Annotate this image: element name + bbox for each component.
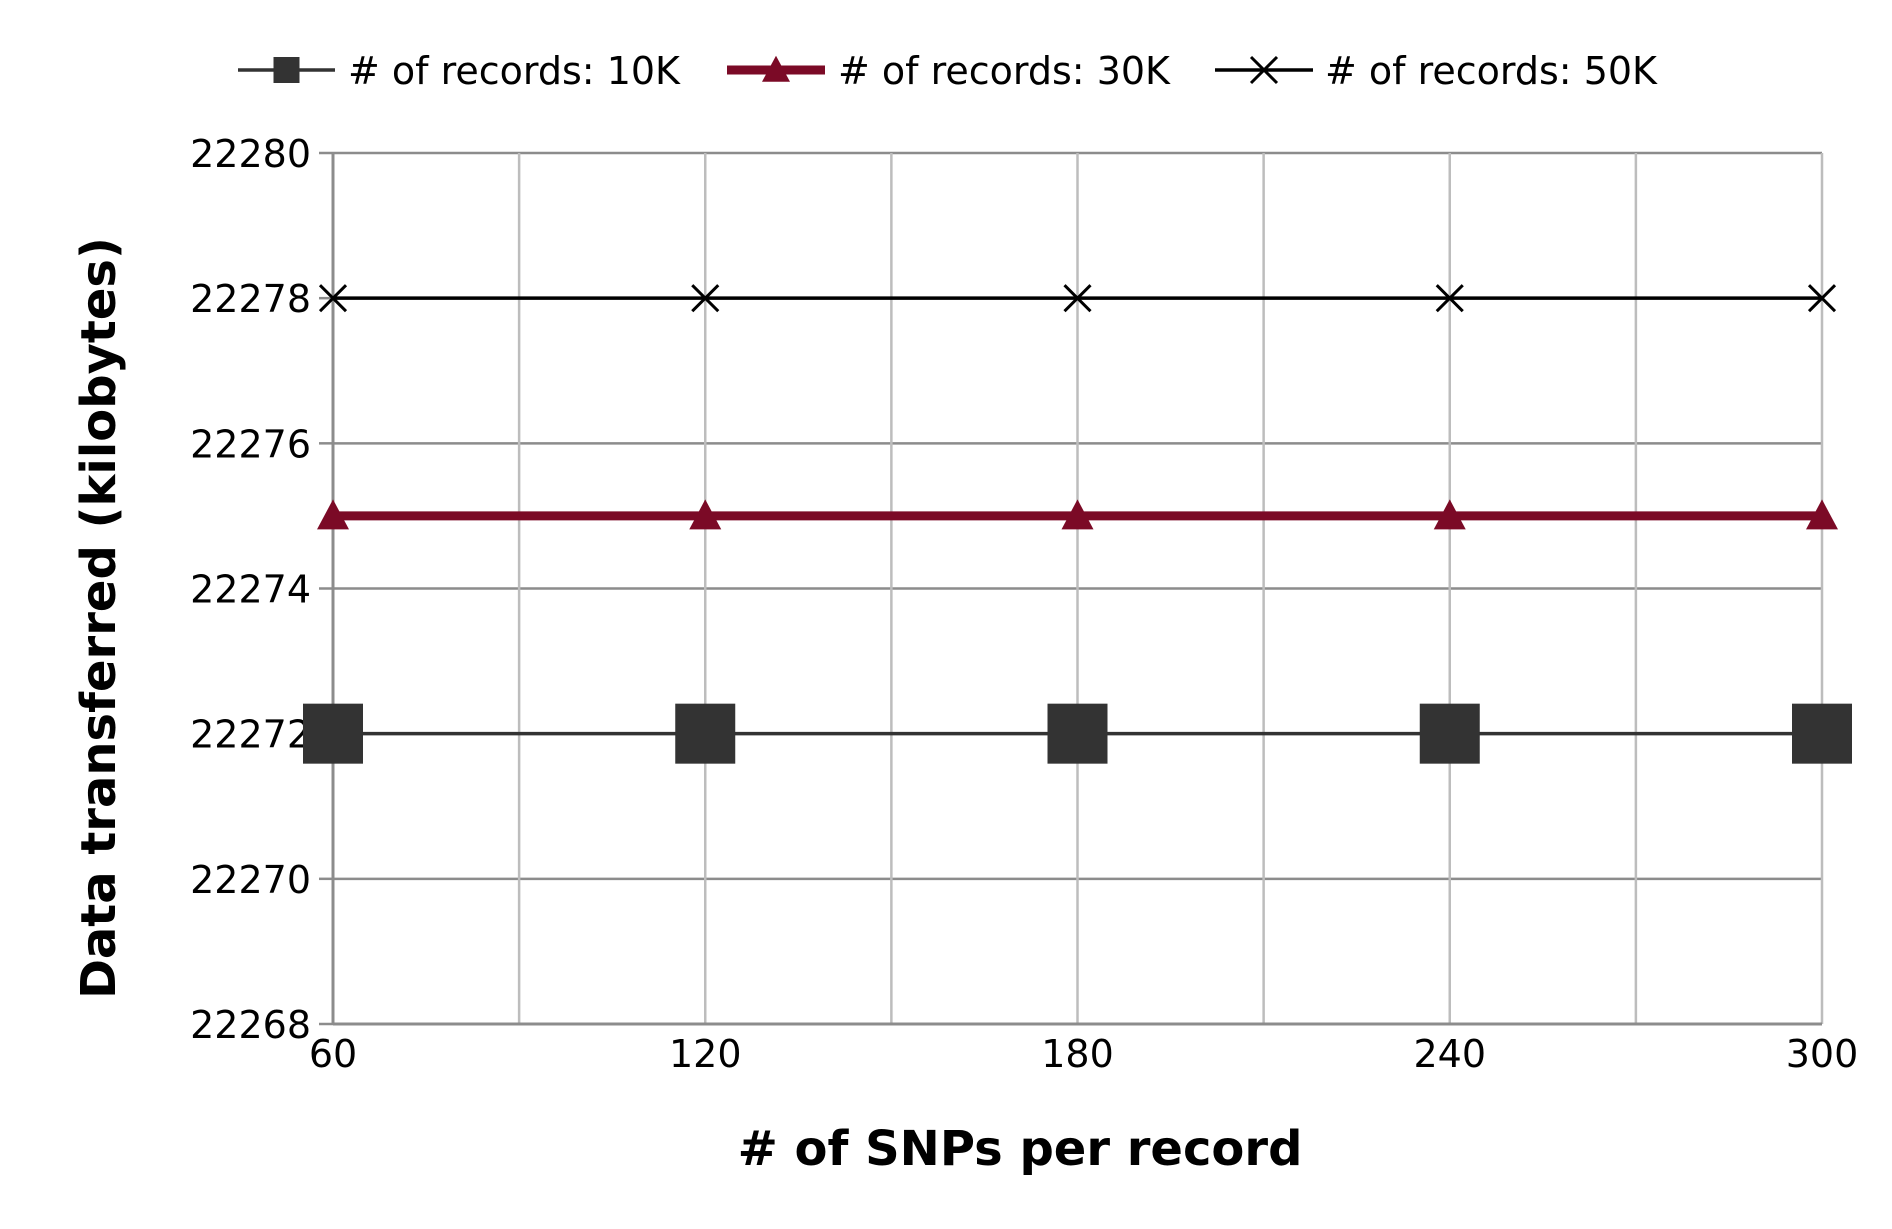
x-tick-label: 300: [1786, 1032, 1859, 1076]
x-marker-stroke: [1435, 284, 1464, 313]
series-2: [317, 499, 1838, 530]
legend-item-2: # of records: 30K: [727, 49, 1171, 93]
square-marker: [1419, 703, 1480, 764]
series-1: [303, 703, 1852, 764]
x-tick-labels: 60 120 180 240 300: [309, 1032, 1858, 1076]
x-marker-stroke: [1807, 284, 1837, 313]
legend-label: # of records: 30K: [838, 49, 1171, 93]
x-marker: [1807, 284, 1837, 313]
y-tick-label: 22272: [190, 713, 311, 757]
y-axis-title: Data transferred (kilobytes): [71, 237, 127, 999]
legend: # of records: 10K # of records: 30K # of r…: [238, 49, 1658, 93]
legend-label: # of records: 10K: [348, 49, 681, 93]
y-tick-label: 22270: [190, 858, 311, 902]
x-marker-stroke: [1063, 284, 1092, 313]
y-tick-label: 22278: [190, 277, 311, 321]
x-marker-stroke: [1249, 55, 1279, 85]
square-marker: [273, 57, 300, 83]
square-marker: [1792, 703, 1852, 764]
legend-item-1: # of records: 10K: [238, 49, 681, 93]
y-tick-labels: 22268 22270 22272 22274 22276 22278 22280: [190, 132, 311, 1047]
x-marker-stroke: [691, 284, 720, 313]
x-tick-label: 180: [1041, 1032, 1114, 1076]
x-tick-label: 120: [669, 1032, 742, 1076]
triangle-marker: [1433, 499, 1466, 530]
x-axis-title: # of SNPs per record: [738, 1121, 1303, 1177]
y-tick-label: 22276: [190, 422, 311, 466]
square-marker: [1047, 703, 1108, 764]
square-marker: [675, 703, 736, 764]
triangle-marker: [1806, 499, 1838, 530]
grid-lines: [333, 151, 1824, 1024]
y-tick-label: 22268: [190, 1003, 311, 1047]
square-marker: [303, 703, 363, 764]
x-marker: [1249, 55, 1279, 85]
x-tick-label: 240: [1413, 1032, 1486, 1076]
x-marker: [1063, 284, 1092, 313]
x-marker: [1435, 284, 1464, 313]
series-lines: [303, 284, 1852, 764]
triangle-marker: [317, 499, 349, 530]
x-marker-stroke: [318, 284, 348, 313]
legend-label: # of records: 50K: [1325, 49, 1658, 93]
x-marker: [691, 284, 720, 313]
legend-item-3: # of records: 50K: [1215, 49, 1658, 93]
x-tick-label: 60: [309, 1032, 357, 1076]
y-tick-label: 22274: [190, 568, 311, 612]
y-tick-label: 22280: [190, 132, 311, 176]
triangle-marker: [689, 499, 722, 530]
series-3: [318, 284, 1837, 313]
x-marker: [318, 284, 348, 313]
triangle-marker: [762, 55, 790, 82]
triangle-marker: [1061, 499, 1094, 530]
